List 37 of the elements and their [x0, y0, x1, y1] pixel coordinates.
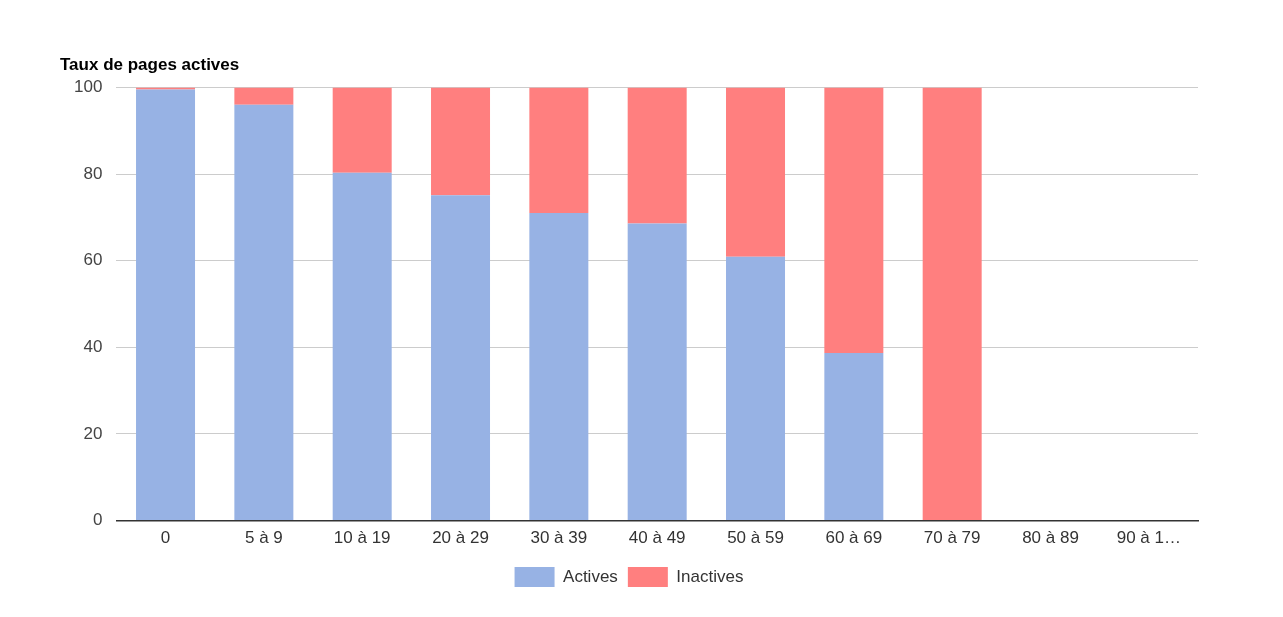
x-tick-label: 5 à 9	[244, 528, 283, 548]
legend-label: Inactives	[676, 566, 744, 586]
legend-label: Actives	[563, 566, 618, 586]
bar	[136, 89, 196, 521]
x-tick-label: 0	[160, 528, 171, 548]
y-tick-label: 0	[92, 510, 103, 530]
y-tick-label: 60	[83, 250, 103, 270]
x-tick-label: 50 à 59	[727, 528, 784, 548]
y-tick-label: 80	[83, 163, 103, 183]
bar	[824, 87, 884, 353]
bar	[431, 195, 491, 521]
chart-title: Taux de pages actives	[60, 54, 240, 74]
bar	[431, 87, 491, 196]
bar	[234, 87, 294, 105]
x-tick-label: 60 à 69	[825, 528, 883, 548]
bar	[627, 223, 687, 521]
x-tick-label: 80 à 89	[1022, 528, 1079, 548]
bar	[332, 172, 392, 521]
y-tick-label: 40	[83, 337, 103, 357]
x-tick-label: 10 à 19	[333, 528, 391, 548]
bar	[726, 256, 786, 521]
x-tick-label: 90 à 1…	[1116, 528, 1181, 548]
bar	[627, 87, 687, 224]
bar	[136, 87, 196, 90]
bar	[234, 104, 294, 521]
y-tick-label: 100	[73, 77, 103, 97]
bar	[922, 87, 982, 521]
bar	[529, 213, 589, 521]
x-tick-label: 30 à 39	[530, 528, 588, 548]
bar	[726, 87, 786, 257]
bar	[332, 87, 392, 173]
x-tick-label: 20 à 29	[432, 528, 489, 548]
bar	[529, 87, 589, 214]
x-tick-label: 70 à 79	[923, 528, 981, 548]
x-tick-label: 40 à 49	[628, 528, 686, 548]
y-tick-label: 20	[83, 423, 103, 443]
bar	[824, 352, 884, 521]
